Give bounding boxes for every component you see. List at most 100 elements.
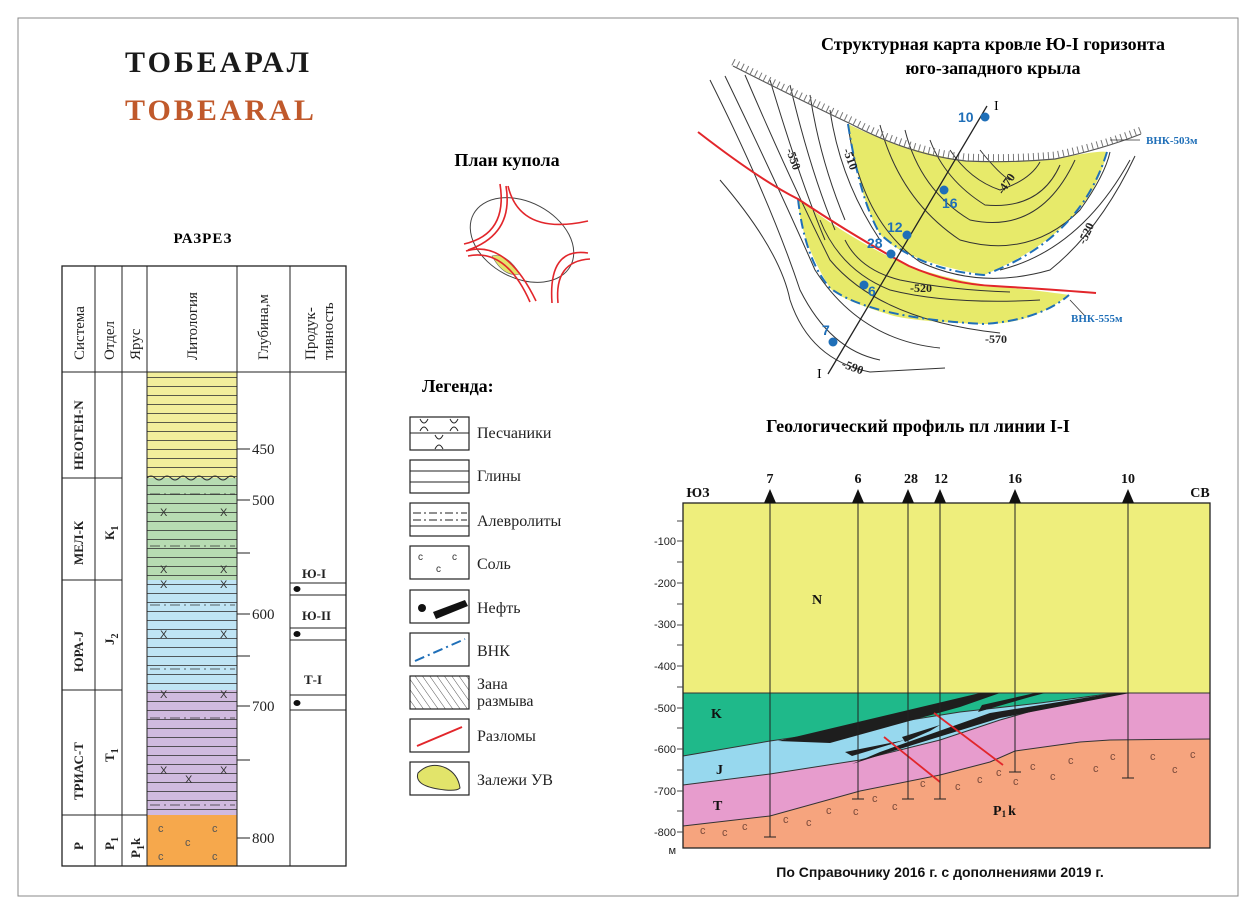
svg-text:c: c [1030, 761, 1036, 773]
svg-text:c: c [212, 851, 218, 863]
dome-plan-title: План купола [454, 150, 559, 170]
svg-text:размыва: размыва [477, 693, 534, 710]
siltstone-icon [410, 512, 469, 527]
profile-well-7: 7 [767, 472, 774, 487]
svg-text:Зана: Зана [477, 676, 508, 693]
depth-800: 800 [252, 831, 275, 847]
series-k1: К1 [102, 526, 121, 540]
owc-icon [414, 638, 466, 662]
svg-text:Песчаники: Песчаники [477, 425, 552, 442]
map-well-16: 16 [942, 195, 958, 211]
header-lithology: Литология [185, 292, 201, 360]
svg-text:-100: -100 [654, 536, 676, 548]
svg-text:X: X [160, 765, 168, 777]
vnk-lower-label: ВНК-555м [1071, 313, 1123, 325]
series-p1: Р1 [102, 837, 121, 850]
svg-text:c: c [783, 814, 789, 826]
svg-text:X: X [160, 564, 168, 576]
svg-text:c: c [892, 801, 898, 813]
layer-t: T [713, 799, 723, 814]
svg-text:X: X [185, 774, 193, 786]
svg-text:c: c [452, 552, 457, 563]
header-system: Система [72, 306, 88, 360]
svg-text:c: c [158, 823, 164, 835]
svg-text:-200: -200 [654, 578, 676, 590]
svg-text:c: c [436, 564, 441, 575]
svg-text:c: c [1068, 755, 1074, 767]
section-line-i-i [827, 105, 988, 375]
header-stage: Ярус [128, 328, 144, 360]
svg-text:X: X [220, 689, 228, 701]
profile-well-10: 10 [1121, 472, 1135, 487]
svg-text:c: c [996, 767, 1002, 779]
map-well-28: 28 [867, 235, 883, 251]
direction-sw: ЮЗ [686, 486, 709, 501]
svg-text:c: c [1172, 764, 1178, 776]
layer-k: K [711, 707, 722, 722]
svg-text:Алевролиты: Алевролиты [477, 513, 562, 530]
svg-text:Нефть: Нефть [477, 600, 521, 617]
svg-text:I: I [994, 99, 999, 114]
clay-icon [410, 470, 469, 483]
stage-p1k: Р1k [128, 837, 147, 858]
map-title-1: Структурная карта кровле Ю-I горизонта [821, 34, 1165, 54]
svg-text:Соль: Соль [477, 556, 511, 573]
svg-text:X: X [160, 689, 168, 701]
svg-text:-570: -570 [985, 332, 1007, 346]
vnk-upper-label: ВНК-503м [1146, 135, 1198, 147]
layer-j: J [716, 763, 723, 778]
salt-icon: ccc [418, 552, 457, 575]
svg-text:c: c [826, 805, 832, 817]
map-well-7: 7 [822, 322, 830, 338]
svg-text:-400: -400 [654, 661, 676, 673]
header-series: Отдел [102, 321, 118, 360]
svg-text:c: c [1093, 763, 1099, 775]
svg-text:X: X [220, 507, 228, 519]
svg-text:-600: -600 [654, 744, 676, 756]
profile-well-28: 28 [904, 472, 918, 487]
svg-text:I: I [817, 367, 822, 382]
svg-text:c: c [1190, 749, 1196, 761]
svg-text:X: X [160, 579, 168, 591]
svg-text:Глины: Глины [477, 468, 521, 485]
profile-well-16: 16 [1008, 472, 1022, 487]
svg-text:X: X [220, 629, 228, 641]
svg-text:c: c [872, 793, 878, 805]
depth-700: 700 [252, 699, 275, 715]
map-well-6: 6 [868, 283, 876, 299]
section-title: РАЗРЕЗ [174, 231, 233, 247]
profile-title: Геологический профиль пл линии I-I [766, 416, 1070, 436]
svg-text:c: c [1110, 751, 1116, 763]
header-depth: Глубина,м [256, 294, 272, 360]
svg-text:-800: -800 [654, 827, 676, 839]
svg-text:X: X [220, 564, 228, 576]
layer-n: N [812, 593, 822, 608]
svg-text:X: X [220, 765, 228, 777]
svg-text:c: c [185, 837, 191, 849]
series-j2: J2 [102, 634, 121, 646]
svg-text:c: c [418, 552, 423, 563]
direction-ne: СВ [1190, 486, 1209, 501]
system-jurassic: ЮРА-J [71, 630, 86, 672]
depth-450: 450 [252, 442, 275, 458]
layer-p1k: P1 k [993, 804, 1016, 819]
svg-text:c: c [158, 851, 164, 863]
svg-text:c: c [1013, 776, 1019, 788]
svg-text:c: c [742, 821, 748, 833]
horizon-t1: Т-I [304, 672, 322, 687]
svg-text:Разломы: Разломы [477, 728, 536, 745]
sandstone-icon [410, 418, 469, 450]
map-well-10: 10 [958, 109, 974, 125]
series-t1: Т1 [102, 748, 121, 762]
system-neogen: НЕОГЕН-N [71, 400, 86, 470]
svg-text:-700: -700 [654, 786, 676, 798]
legend: Легенда: ccc Песчаники Глины Алевролиты … [409, 376, 562, 796]
deposit-icon [416, 764, 461, 791]
svg-text:-500: -500 [654, 703, 676, 715]
svg-text:-590: -590 [840, 357, 865, 378]
fault-icon [416, 726, 463, 747]
sheet-frame [17, 17, 1239, 897]
